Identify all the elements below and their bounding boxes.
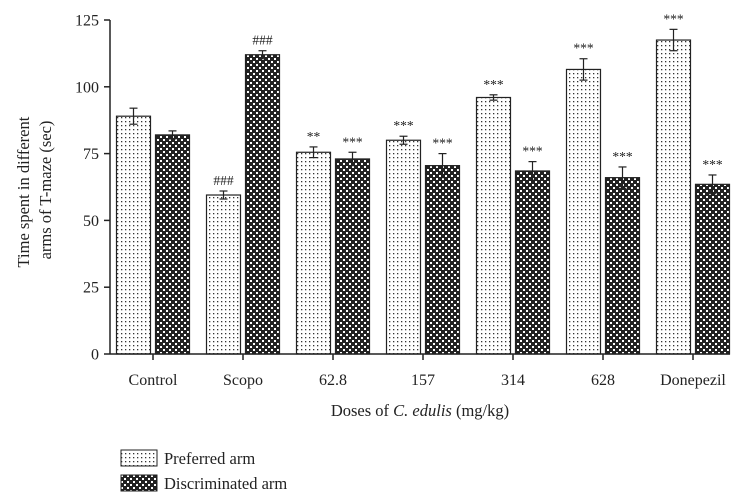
x-tick-label: 157 [411, 372, 435, 389]
significance-label: *** [612, 149, 633, 164]
x-axis-label-prefix: Doses of [331, 401, 393, 420]
y-axis-label: Time spent in different arms of T-maze (… [14, 113, 55, 268]
x-tick-label: Control [129, 372, 178, 389]
significance-label: ** [307, 129, 321, 144]
bar-preferred [385, 139, 422, 355]
bar-discriminated [514, 170, 551, 355]
bar-discriminated [604, 177, 641, 355]
y-tick-label: 50 [83, 213, 99, 230]
x-tick-label: Donepezil [660, 372, 726, 389]
y-tick-label: 100 [75, 79, 99, 96]
legend: Preferred arm Discriminated arm [120, 449, 287, 493]
bar-preferred [475, 96, 512, 355]
legend-swatch-discriminated [120, 474, 158, 492]
y-axis-label-line2: arms of T-maze (sec) [36, 121, 55, 260]
y-tick-label: 125 [75, 13, 99, 30]
plot-area: ######** *************************** [115, 11, 731, 355]
significance-label: *** [483, 77, 504, 92]
significance-label: *** [702, 157, 723, 172]
bar-preferred [295, 151, 332, 355]
significance-label: *** [393, 118, 414, 133]
x-tick-label: Scopo [223, 372, 263, 389]
significance-label: ### [213, 173, 234, 188]
bar-discriminated [334, 158, 371, 355]
bar-discriminated [424, 165, 461, 355]
bar-preferred [115, 115, 152, 355]
significance-label: *** [342, 134, 363, 149]
significance-label: *** [663, 11, 684, 26]
bar-discriminated [244, 54, 281, 355]
x-axis-label: Doses of C. edulis (mg/kg) [331, 401, 509, 420]
x-axis-label-italic: C. edulis [393, 401, 452, 420]
bar-discriminated [154, 134, 191, 355]
bar-preferred [565, 68, 602, 355]
x-axis-label-suffix: (mg/kg) [452, 401, 509, 420]
x-tick-label: 628 [591, 372, 615, 389]
bar-preferred [205, 194, 242, 355]
bar-discriminated [694, 183, 731, 355]
y-tick-label: 75 [83, 146, 99, 163]
y-axis-ticks: 0 25 50 75 100 125 [75, 13, 110, 364]
legend-label-discriminated: Discriminated arm [164, 474, 287, 493]
legend-label-preferred: Preferred arm [164, 449, 255, 468]
y-axis-label-line1: Time spent in different [14, 116, 33, 267]
significance-label: *** [432, 136, 453, 151]
x-tick-label: 314 [501, 372, 525, 389]
significance-label: ### [252, 33, 273, 48]
x-axis-ticks: Control Scopo 62.8 157 314 628 Donepezil [129, 354, 726, 389]
significance-label: *** [522, 144, 543, 159]
significance-label: *** [573, 41, 594, 56]
x-tick-label: 62.8 [319, 372, 347, 389]
y-tick-label: 25 [83, 280, 99, 297]
legend-swatch-preferred [120, 449, 158, 467]
y-tick-label: 0 [91, 347, 99, 364]
bar-preferred [655, 39, 692, 355]
